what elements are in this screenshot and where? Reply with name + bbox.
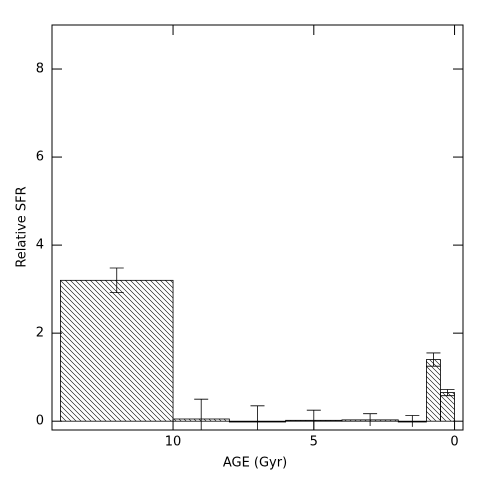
- error-bar: [109, 267, 124, 294]
- error-bar: [405, 415, 420, 427]
- x-tick-label: 0: [450, 435, 458, 450]
- y-axis-label: Relative SFR: [15, 186, 30, 267]
- y-tick-label: 6: [36, 150, 44, 165]
- error-bar: [426, 352, 441, 367]
- y-tick-label: 4: [36, 238, 44, 253]
- error-bar: [250, 405, 265, 430]
- error-bar: [194, 398, 209, 430]
- y-tick-label: 0: [36, 414, 44, 429]
- y-tick-label: 8: [36, 62, 44, 77]
- bar: [440, 392, 455, 422]
- bar: [60, 279, 174, 422]
- error-bar: [363, 413, 378, 427]
- x-axis-label: AGE (Gyr): [223, 456, 287, 471]
- y-tick-label: 2: [36, 326, 44, 341]
- x-tick-label: 10: [165, 435, 182, 450]
- x-tick-label: 5: [310, 435, 318, 450]
- error-bar: [440, 389, 455, 397]
- error-bar: [306, 409, 321, 430]
- bar: [426, 359, 441, 422]
